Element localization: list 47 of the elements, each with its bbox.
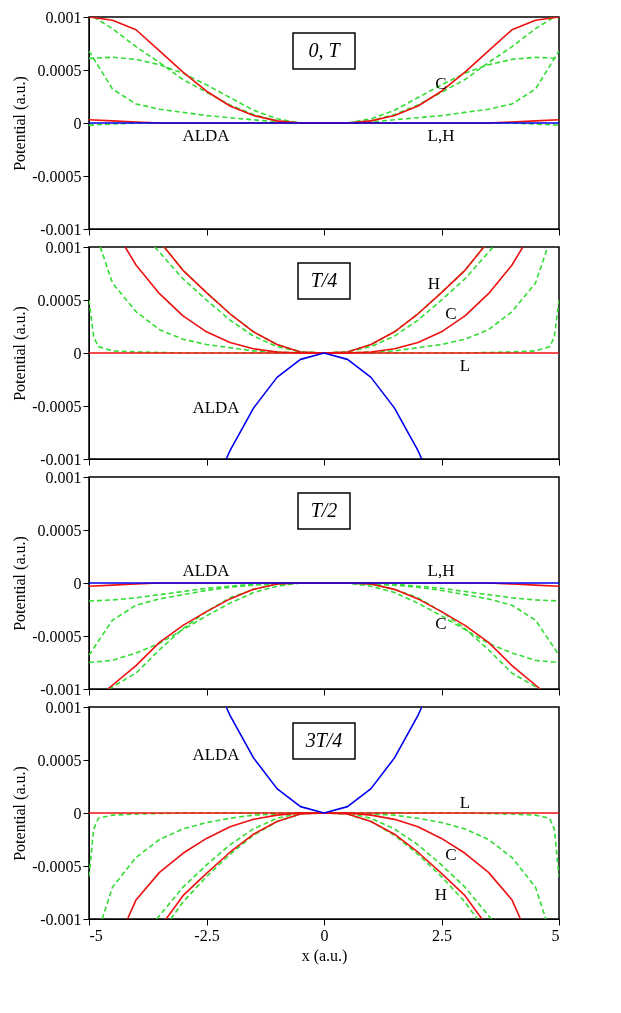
y-tick-label: 0.0005 [37, 751, 82, 769]
y-tick-label: 0.001 [45, 698, 82, 716]
x-axis-title: x (a.u.) [301, 946, 348, 965]
annotation: ALDA [192, 745, 241, 764]
x-tick-label: 2.5 [432, 926, 452, 944]
annotation: C [445, 845, 457, 864]
y-axis-title: Potential (a.u.) [11, 306, 30, 401]
y-axis-title: Potential (a.u.) [11, 76, 30, 171]
annotation: L [459, 793, 471, 812]
y-tick-label: -0.0005 [32, 857, 82, 875]
annotation: H [434, 885, 448, 904]
y-tick-label: 0.001 [45, 8, 82, 26]
y-tick-label: 0 [73, 574, 82, 592]
y-tick-label: -0.0005 [32, 397, 82, 415]
annotation: ALDA [182, 561, 231, 580]
y-axis-title: Potential (a.u.) [11, 536, 30, 631]
x-tick-label: -2.5 [194, 926, 220, 944]
y-tick-label: -0.0005 [32, 167, 82, 185]
y-tick-label: -0.001 [40, 680, 82, 698]
y-tick-label: 0.0005 [37, 291, 82, 309]
annotation: T/4 [310, 269, 338, 291]
y-tick-label: 0 [73, 344, 82, 362]
annotation: 0, T [308, 39, 342, 61]
y-axis-title: Potential (a.u.) [11, 766, 30, 861]
x-tick-label: -5 [89, 926, 103, 944]
annotation: C [435, 614, 447, 633]
annotation: ALDA [192, 398, 241, 417]
annotation: L,H [427, 561, 455, 580]
annotation: ALDA [182, 126, 231, 145]
annotation: T/2 [310, 499, 338, 521]
y-tick-label: 0.0005 [37, 521, 82, 539]
annotation: C [445, 304, 457, 323]
annotation: L [459, 356, 471, 375]
y-tick-label: -0.0005 [32, 627, 82, 645]
annotation: L,H [427, 126, 455, 145]
y-tick-label: 0.001 [45, 468, 82, 486]
y-tick-label: -0.001 [40, 220, 82, 238]
x-tick-label: 5 [551, 926, 560, 944]
y-tick-label: 0.001 [45, 238, 82, 256]
y-tick-label: -0.001 [40, 450, 82, 468]
annotation: H [427, 274, 441, 293]
annotation: 3T/4 [304, 729, 343, 751]
y-tick-label: 0 [73, 804, 82, 822]
y-tick-label: -0.001 [40, 910, 82, 928]
y-tick-label: 0 [73, 114, 82, 132]
y-tick-label: 0.0005 [37, 61, 82, 79]
x-tick-label: 0 [320, 926, 329, 944]
